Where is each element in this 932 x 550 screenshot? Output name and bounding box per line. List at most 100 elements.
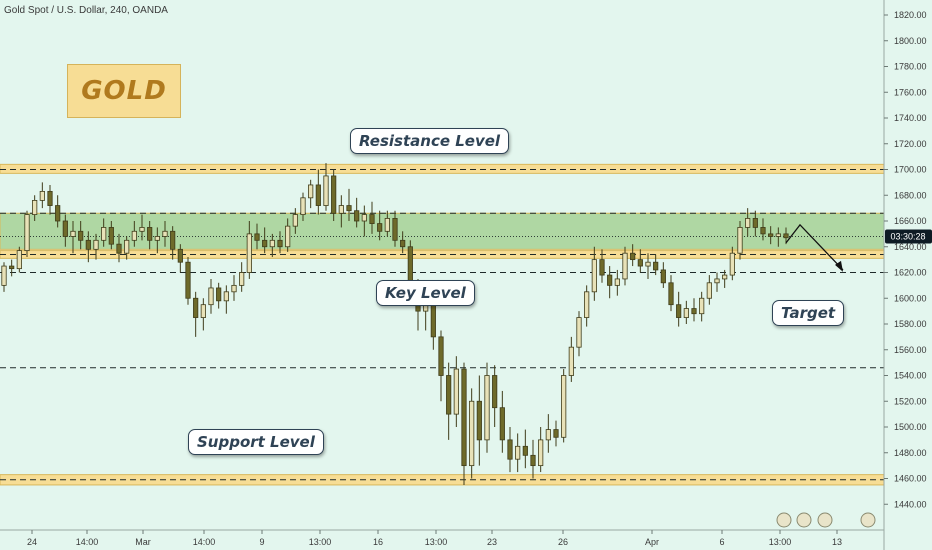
candle-body: [331, 175, 337, 214]
candle-body: [32, 199, 38, 215]
y-tick-label: 1560.00: [894, 345, 927, 355]
candle-body: [377, 223, 383, 232]
y-tick-label: 1640.00: [894, 242, 927, 252]
candle-body: [78, 230, 84, 241]
candle-body: [85, 239, 91, 250]
candle-body: [47, 190, 53, 206]
candle-body: [361, 214, 367, 222]
candle-body: [185, 261, 191, 299]
candle-body: [737, 227, 743, 254]
y-tick-label: 1520.00: [894, 396, 927, 406]
projection-path: [785, 223, 844, 271]
candle-body: [530, 454, 536, 467]
candle-body: [108, 227, 114, 245]
candle-body: [706, 282, 712, 299]
candle-body: [584, 291, 590, 318]
y-tick-label: 1620.00: [894, 268, 927, 278]
candle-body: [492, 375, 498, 409]
candle-body: [653, 261, 659, 271]
candle-body: [722, 274, 728, 280]
candle-body: [308, 184, 314, 199]
candle-body: [438, 336, 444, 376]
x-tick-label: Apr: [645, 537, 659, 547]
candle-body: [292, 214, 298, 227]
x-tick-label: 16: [373, 537, 383, 547]
candle-body: [745, 218, 751, 228]
candle-body: [568, 346, 574, 376]
candle-body: [760, 227, 766, 235]
candle-body: [177, 248, 183, 263]
candle-body: [1, 265, 7, 286]
candle-body: [246, 233, 252, 273]
candle-body: [553, 429, 559, 438]
candle-body: [93, 239, 99, 250]
y-tick-label: 1780.00: [894, 62, 927, 72]
candle-body: [392, 218, 398, 241]
candle-body: [676, 304, 682, 318]
candle-body: [354, 210, 360, 222]
candle-body: [200, 304, 206, 318]
candle-body: [469, 400, 475, 467]
candle-body: [775, 233, 781, 237]
candle-body: [208, 287, 214, 306]
candle-body: [147, 227, 153, 241]
x-tick-label: 6: [719, 537, 724, 547]
y-tick-label: 1540.00: [894, 371, 927, 381]
y-tick-label: 1460.00: [894, 474, 927, 484]
y-tick-label: 1580.00: [894, 319, 927, 329]
candle-body: [660, 269, 666, 284]
candle-body: [752, 218, 758, 228]
candle-body: [55, 205, 61, 222]
candle-body: [338, 205, 344, 214]
candle-body: [499, 407, 505, 441]
candle-body: [323, 175, 329, 206]
y-tick-label: 1740.00: [894, 113, 927, 123]
y-tick-label: 1720.00: [894, 139, 927, 149]
candle-body: [300, 197, 306, 215]
candle-body: [691, 308, 697, 315]
candle-body: [484, 375, 490, 441]
candle-body: [24, 214, 30, 252]
x-tick-label: 14:00: [193, 537, 216, 547]
x-tick-label: 24: [27, 537, 37, 547]
candle-body: [70, 230, 76, 237]
candle-body: [223, 291, 229, 302]
x-tick-label: 13: [832, 537, 842, 547]
candle-body: [269, 239, 275, 248]
candle-body: [591, 259, 597, 293]
candle-body: [507, 439, 513, 460]
candle-body: [124, 239, 130, 254]
y-tick-label: 1600.00: [894, 293, 927, 303]
bottom-event-icons[interactable]: [776, 512, 876, 528]
y-tick-label: 1680.00: [894, 190, 927, 200]
x-tick-label: 13:00: [309, 537, 332, 547]
candle-body: [522, 445, 528, 456]
candle-body: [637, 259, 643, 267]
candle-body: [630, 252, 636, 261]
candle-body: [576, 317, 582, 348]
candle-body: [599, 259, 605, 276]
projection-arrowhead: [835, 260, 843, 272]
candle-body: [315, 184, 321, 206]
candle-body: [699, 297, 705, 315]
x-tick-label: 26: [558, 537, 568, 547]
target-callout: Target: [772, 300, 845, 326]
candle-body: [538, 439, 544, 467]
y-tick-label: 1800.00: [894, 36, 927, 46]
candle-body: [16, 250, 22, 270]
candle-body: [285, 225, 291, 248]
candle-body: [614, 278, 620, 286]
candle-body: [9, 265, 15, 270]
candle-body: [254, 233, 260, 241]
candle-body: [461, 368, 467, 467]
candle-body: [622, 252, 628, 280]
candle-body: [101, 227, 107, 241]
candle-body: [162, 230, 168, 237]
candle-body: [139, 227, 145, 232]
gold-label-box: GOLD: [67, 64, 181, 118]
candle-body: [277, 239, 283, 248]
y-tick-label: 1820.00: [894, 10, 927, 20]
candle-body: [545, 429, 551, 441]
